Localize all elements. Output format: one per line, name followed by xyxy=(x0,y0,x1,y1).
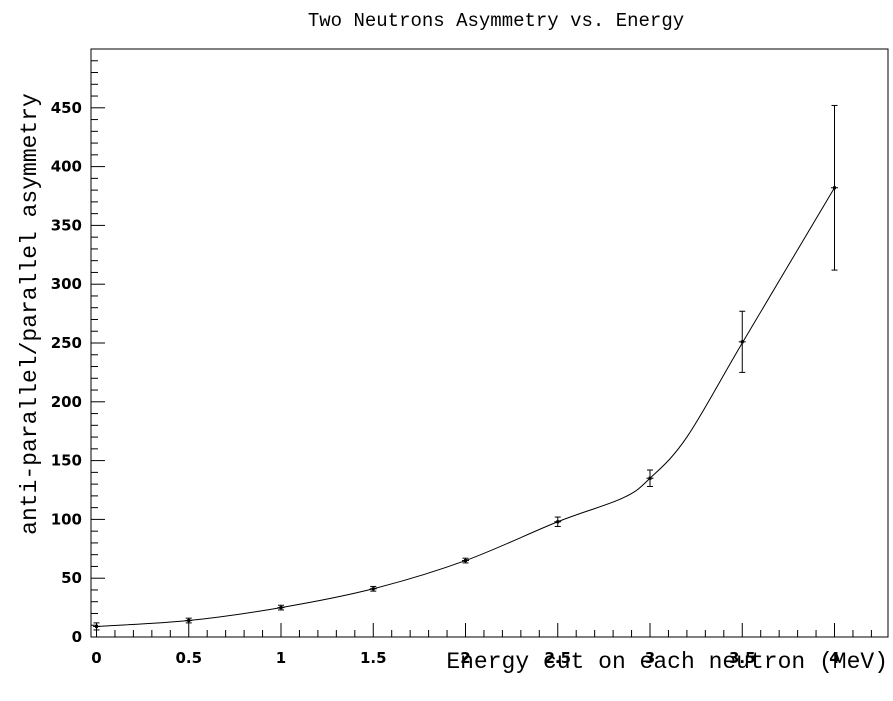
y-tick-label: 50 xyxy=(61,569,82,587)
y-tick-label: 450 xyxy=(51,99,82,117)
data-point xyxy=(369,585,377,592)
y-tick-label: 300 xyxy=(51,275,82,293)
x-axis-tick-labels: 0 0.5 1 1.5 2 2.5 3 3.5 4 xyxy=(91,649,839,667)
x-tick-label: 0 xyxy=(91,649,101,667)
y-tick-label: 150 xyxy=(51,452,82,470)
y-axis-title: anti-parallel/parallel asymmetry xyxy=(17,93,43,535)
plot-frame xyxy=(90,48,889,638)
point-marker xyxy=(371,587,375,591)
x-tick-label: 2 xyxy=(460,649,470,667)
y-tick-label: 100 xyxy=(51,510,82,528)
point-marker xyxy=(95,624,98,628)
x-tick-label: 2.5 xyxy=(544,649,571,667)
x-tick-label: 4 xyxy=(829,649,839,667)
x-axis-title: Energy cut on each neutron (MeV) xyxy=(446,649,888,675)
data-points xyxy=(93,104,838,631)
point-marker xyxy=(833,186,836,190)
data-point xyxy=(277,604,285,611)
y-tick-label: 200 xyxy=(51,393,82,411)
y-tick-label: 0 xyxy=(72,628,82,646)
data-point xyxy=(831,104,838,271)
point-marker xyxy=(279,606,283,610)
point-marker xyxy=(648,476,652,480)
x-tick-label: 0.5 xyxy=(175,649,202,667)
data-point xyxy=(738,310,746,373)
x-tick-label: 1.5 xyxy=(360,649,387,667)
y-tick-label: 250 xyxy=(51,334,82,352)
y-axis-tick-labels: 0 50 100 150 200 250 300 350 400 450 xyxy=(51,99,82,646)
point-marker xyxy=(187,619,191,623)
x-tick-label: 3 xyxy=(645,649,655,667)
y-tick-label: 400 xyxy=(51,158,82,176)
point-marker xyxy=(556,520,560,524)
data-point xyxy=(462,557,469,564)
x-axis-ticks xyxy=(96,623,872,637)
chart-title: Two Neutrons Asymmetry vs. Energy xyxy=(308,10,684,32)
point-marker xyxy=(464,559,467,563)
y-axis-ticks xyxy=(91,60,105,638)
x-tick-label: 1 xyxy=(276,649,286,667)
data-point xyxy=(554,516,562,527)
y-tick-label: 350 xyxy=(51,216,82,234)
data-point xyxy=(646,469,654,487)
data-point xyxy=(185,617,193,624)
point-marker xyxy=(740,340,744,344)
x-tick-label: 3.5 xyxy=(729,649,756,667)
data-point xyxy=(93,622,100,631)
